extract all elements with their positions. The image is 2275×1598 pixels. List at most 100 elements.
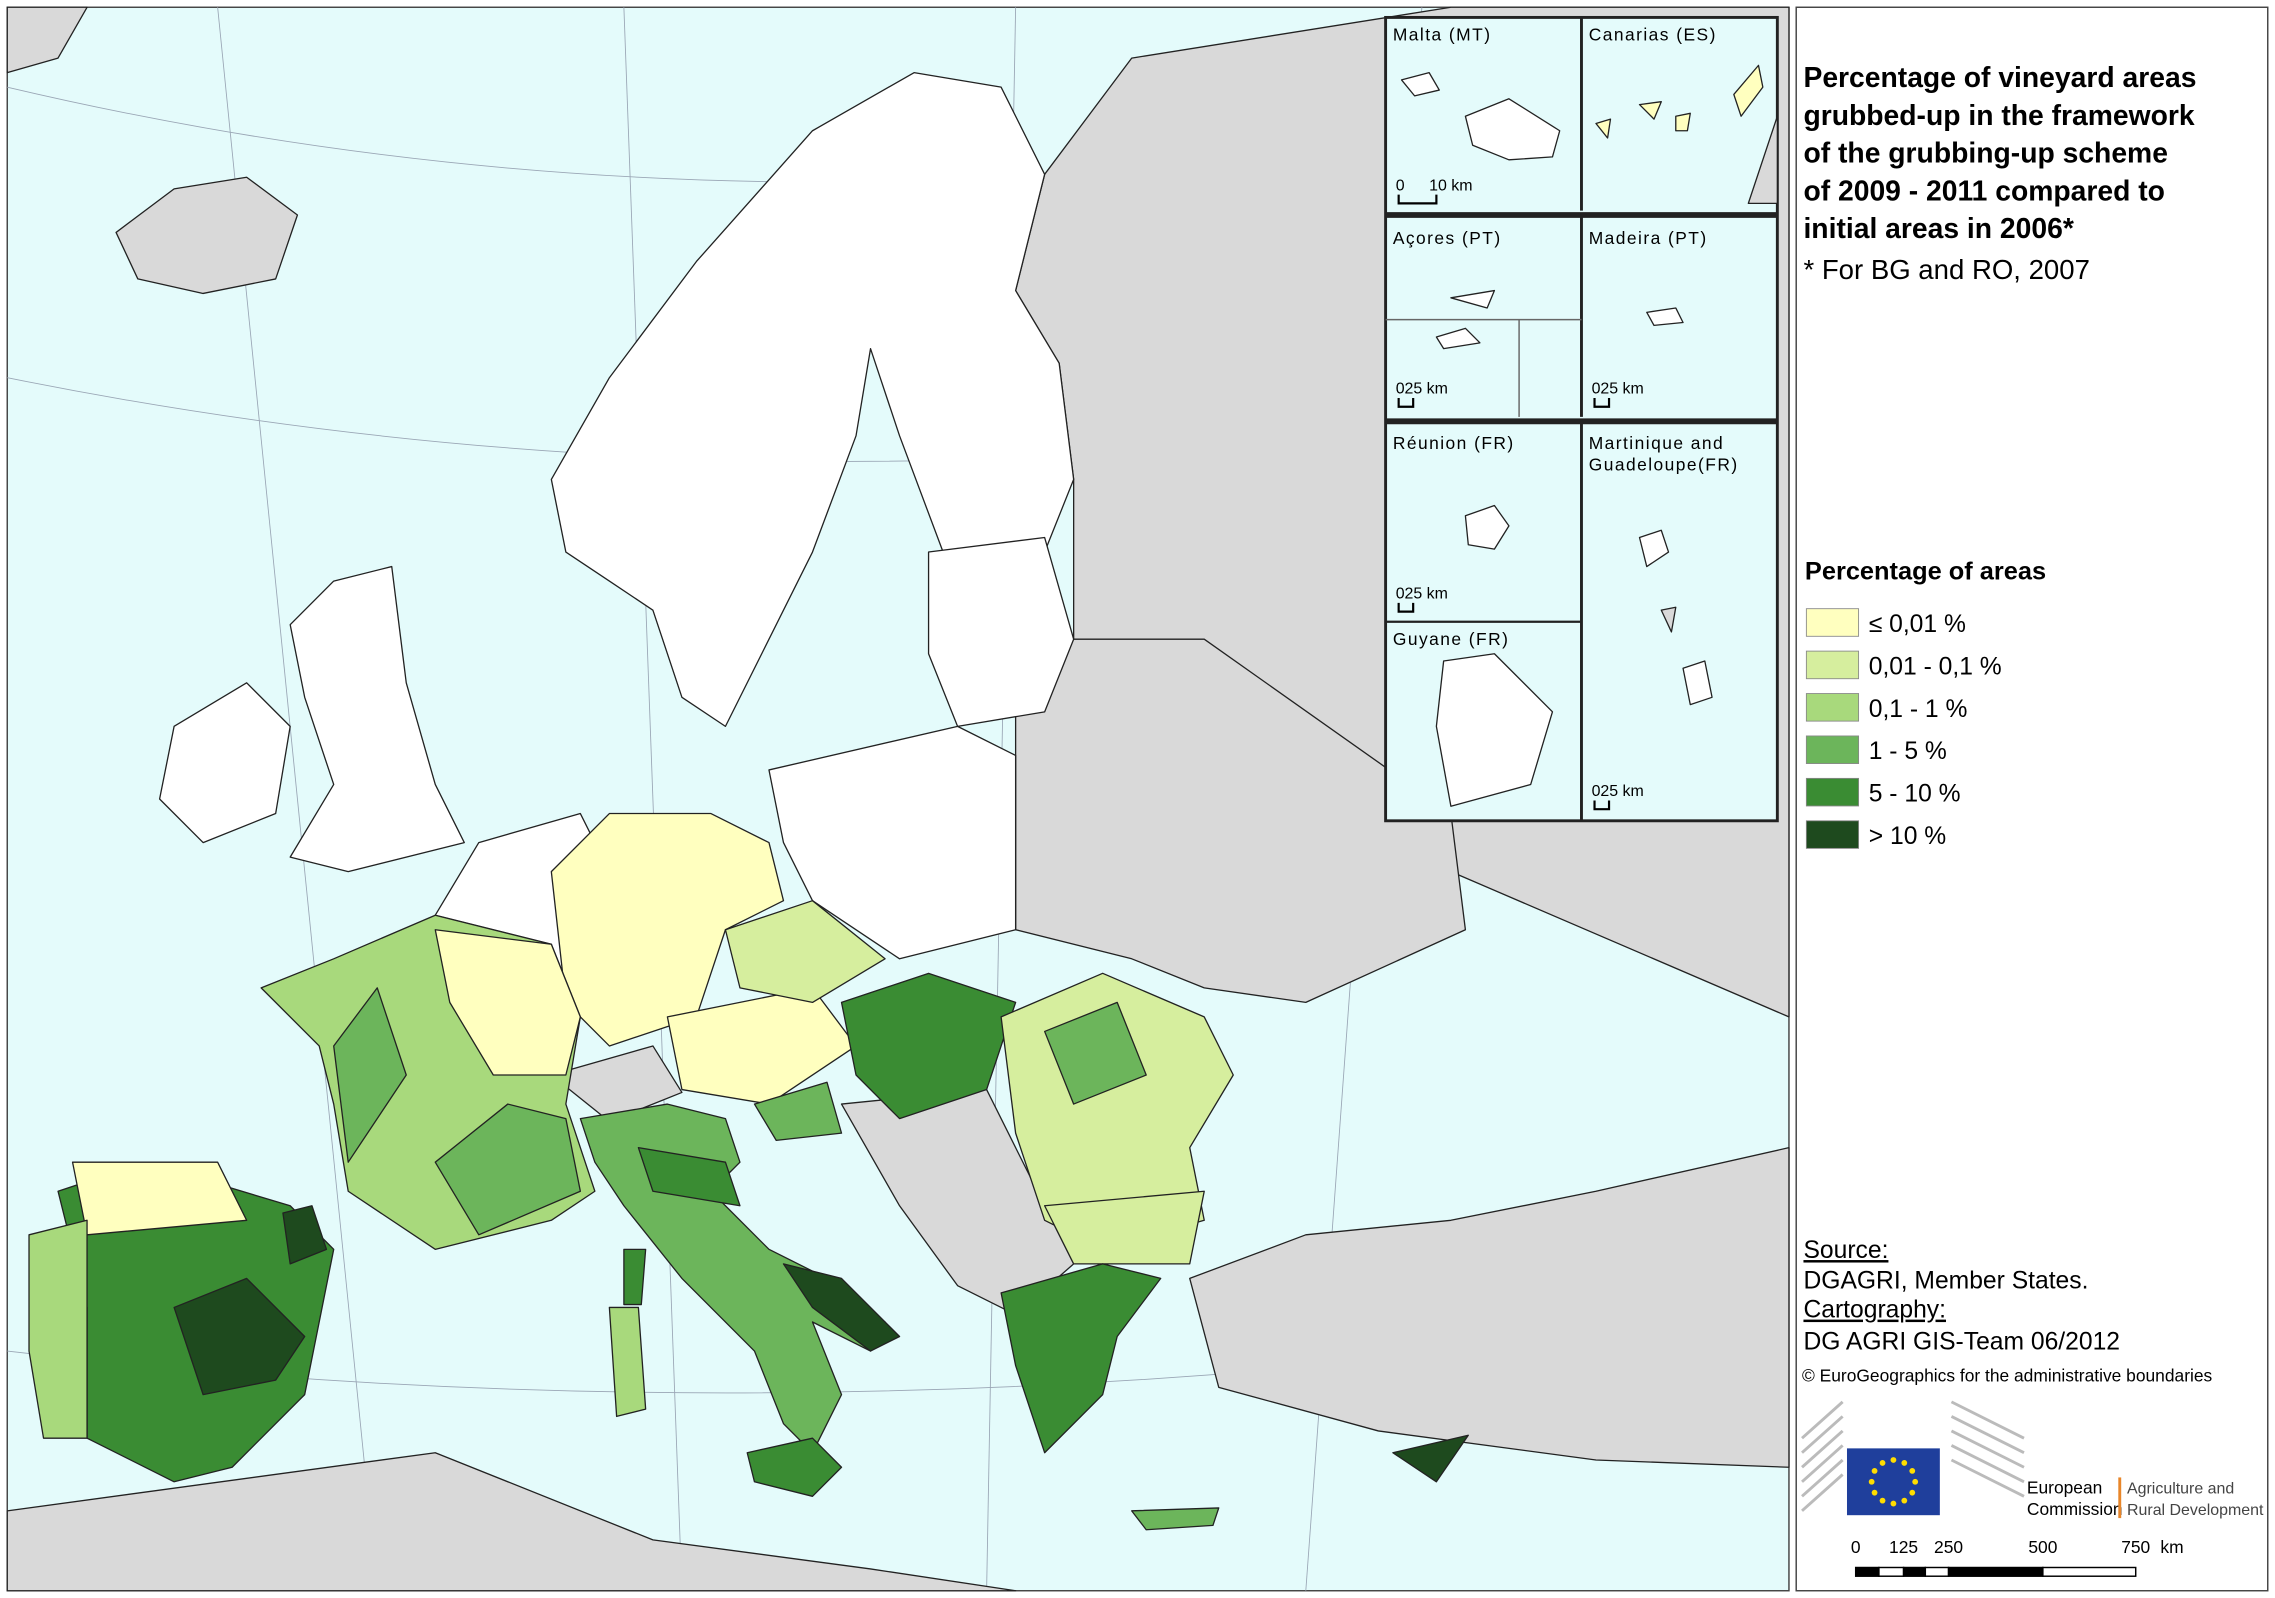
eu-star — [1868, 1478, 1875, 1485]
eu-star — [1901, 1497, 1908, 1504]
hungary — [840, 972, 1017, 1120]
title-line: initial areas in 2006* — [1803, 212, 2073, 244]
logo-building — [1801, 1400, 1844, 1512]
logo-name: European — [2027, 1477, 2102, 1497]
scale-label: 250 — [1934, 1537, 1963, 1557]
inset-scale-bar — [1397, 194, 1438, 205]
greece — [1000, 1263, 1162, 1454]
portugal — [28, 1219, 88, 1439]
inset-scale-label: 0 — [1396, 177, 1405, 194]
canarias — [1595, 118, 1612, 139]
sicily — [746, 1437, 843, 1497]
eu-star — [1901, 1460, 1908, 1466]
baltics — [927, 536, 1075, 728]
crete — [1131, 1507, 1220, 1531]
legend-label: 1 - 5 % — [1869, 738, 1947, 765]
inset-scale-label: 25 km — [1404, 381, 1447, 398]
inset-scale-bar — [1593, 800, 1611, 811]
legend-swatch — [1805, 777, 1860, 807]
scale-label: 0 — [1851, 1537, 1861, 1557]
acores — [1435, 327, 1481, 350]
inset-scale-label: 0 — [1396, 381, 1405, 398]
france-south — [434, 1103, 582, 1236]
inset-label: Réunion (FR) — [1393, 433, 1515, 453]
inset-label: Guadeloupe(FR) — [1589, 455, 1739, 475]
corsica — [623, 1248, 647, 1306]
madeira — [1646, 307, 1684, 327]
czech-republic — [724, 900, 886, 1004]
legend-label: 5 - 10 % — [1869, 781, 1961, 808]
logo-dg: Agriculture and — [2127, 1480, 2234, 1497]
sardinia — [608, 1306, 647, 1418]
eu-star — [1912, 1478, 1919, 1485]
turkey — [1189, 1147, 1790, 1468]
scale-segment — [1854, 1566, 1880, 1577]
guadeloupe — [1638, 529, 1670, 568]
inset-scale-bar — [1397, 398, 1415, 408]
graticule-line — [623, 7, 683, 1591]
inset-scale-label: 25 km — [1600, 381, 1643, 398]
legend-swatch — [1805, 650, 1860, 680]
legend-swatch — [1805, 608, 1860, 637]
switzerland — [550, 1045, 683, 1123]
legend-label: 0,01 - 0,1 % — [1869, 653, 2002, 680]
eu-star — [1879, 1497, 1886, 1504]
footnote: * For BG and RO, 2007 — [1803, 254, 2089, 285]
texts: Percentage of vineyard areas grubbed-up i… — [1393, 25, 2264, 1577]
inset-scale-label: 0 — [1592, 783, 1601, 800]
inset-label: Malta (MT) — [1393, 25, 1492, 45]
eu-logo — [1801, 1400, 2122, 1519]
source-heading: Source: — [1803, 1237, 1888, 1264]
eu-stars — [1868, 1457, 1919, 1507]
copyright: © EuroGeographics for the administrative… — [1802, 1366, 2213, 1386]
inset-label: Martinique and — [1589, 433, 1724, 453]
title-line: of the grubbing-up scheme — [1803, 137, 2167, 169]
eu-star — [1890, 1457, 1897, 1463]
inset-scale-label: 0 — [1396, 586, 1405, 603]
title-line: grubbed-up in the framework — [1803, 99, 2194, 131]
eu-star — [1879, 1460, 1886, 1466]
legend-swatch — [1805, 735, 1860, 764]
inset-label: Madeira (PT) — [1589, 228, 1708, 248]
slovenia — [753, 1081, 843, 1142]
cartography-text: DG AGRI GIS-Team 06/2012 — [1803, 1329, 2120, 1356]
canarias — [1638, 101, 1662, 120]
eu-star — [1909, 1489, 1916, 1496]
africa-coast — [1747, 115, 1778, 205]
eu-star — [1909, 1467, 1916, 1474]
legend-label: ≤ 0,01 % — [1869, 611, 1966, 638]
logo-dg: Rural Development — [2127, 1502, 2264, 1519]
eu-star — [1871, 1489, 1878, 1496]
inset-scale-bar — [1397, 602, 1415, 613]
greenland — [6, 6, 88, 74]
romania-center — [1043, 1001, 1147, 1105]
canarias — [1675, 112, 1691, 132]
iceland — [115, 176, 299, 295]
acores — [1450, 289, 1496, 309]
spain-center — [173, 1277, 306, 1396]
germany — [550, 812, 785, 1047]
legend-label: > 10 % — [1869, 823, 1947, 850]
canarias — [1733, 64, 1764, 117]
scale-segment — [1947, 1566, 2044, 1577]
inset-label: Guyane (FR) — [1393, 629, 1510, 649]
cyprus — [1392, 1434, 1469, 1483]
italy-puglia — [782, 1263, 901, 1352]
malta — [1464, 98, 1561, 161]
cartography-heading: Cartography: — [1803, 1297, 1946, 1324]
scale-segment — [1924, 1566, 1950, 1577]
ireland — [158, 682, 291, 844]
logo-name: Commission — [2027, 1499, 2123, 1519]
eu-star — [1890, 1500, 1897, 1507]
inset-label: Açores (PT) — [1393, 228, 1502, 248]
logo-divider — [2118, 1477, 2122, 1519]
france-southwest — [333, 987, 407, 1163]
scale-segment — [1902, 1566, 1927, 1577]
reunion — [1464, 504, 1510, 550]
scale-unit: km — [2160, 1537, 2183, 1557]
spain-aragon — [282, 1205, 328, 1265]
caribbean-island — [1660, 606, 1677, 633]
legend-title: Percentage of areas — [1805, 558, 2046, 586]
france-northeast — [434, 929, 582, 1076]
